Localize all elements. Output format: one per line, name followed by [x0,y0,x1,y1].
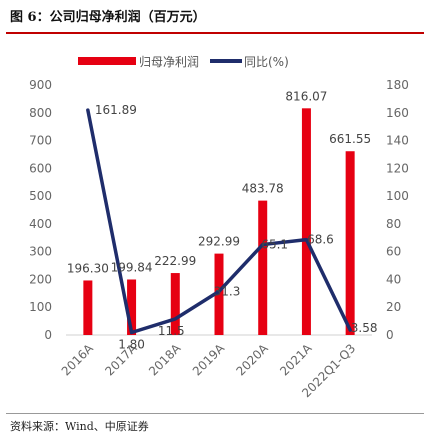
bar [301,108,311,335]
right-axis-tick-label: 20 [386,300,401,314]
bar-data-label: 661.55 [329,132,371,146]
title-rule [6,32,424,34]
line-data-label: 161.89 [95,103,137,117]
legend: 归母净利润 同比(%) [78,55,289,69]
bar-data-label: 196.30 [67,261,109,275]
bar [83,280,93,335]
right-axis-tick-label: 80 [386,217,401,231]
right-axis-tick-label: 180 [386,78,409,92]
line-data-label: 65.1 [261,238,288,252]
bar [214,253,224,335]
line-data-label: 1.80 [118,338,145,352]
bar [170,273,180,335]
figure-title: 图 6：公司归母净利润（百万元） [10,10,206,25]
left-axis-tick-label: 200 [29,272,52,286]
left-axis-tick-label: 800 [29,106,52,120]
right-axis-tick-label: 140 [386,134,409,148]
line-data-label: 11.5 [158,324,185,338]
left-axis-tick-label: 900 [29,78,52,92]
line-data-label: 31.3 [214,284,241,298]
right-axis-tick-label: 40 [386,272,401,286]
yoy-line [86,108,352,335]
right-axis-tick-label: 60 [386,245,401,259]
left-axis-tick-label: 100 [29,300,52,314]
left-axis-tick-label: 700 [29,134,52,148]
right-axis-tick-label: 160 [386,106,409,120]
left-axis-tick-label: 300 [29,245,52,259]
bar [258,200,268,335]
chart: 0 100 200 300 400 500 600 700 800 900 0 20 40 60 80 100… [29,55,409,400]
right-axis-tick-label: 120 [386,161,409,175]
left-axis-tick-label: 400 [29,217,52,231]
source-rule [6,413,424,414]
bar-data-label: 222.99 [154,254,196,268]
bar-data-label: 816.07 [285,89,327,103]
x-axis-tick-label: 2020A [234,341,272,379]
x-axis-tick-label: 2021A [277,341,315,379]
right-axis-tick-label: 0 [386,328,394,342]
x-axis-tick-label: 2016A [59,341,97,379]
line-data-label: 3.58 [351,321,378,335]
left-axis-tick-label: 0 [44,328,52,342]
left-axis-tick-label: 600 [29,161,52,175]
right-axis-tick-label: 100 [386,189,409,203]
bar-data-label: 483.78 [242,182,284,196]
bar [127,279,137,335]
x-axis-tick-label: 2019A [190,341,228,379]
legend-bar-label: 归母净利润 [139,55,199,69]
bar [345,151,355,335]
line-data-label: 68.6 [307,233,334,247]
source-note: 资料来源：Wind、中原证券 [10,420,149,433]
left-axis-tick-label: 500 [29,189,52,203]
legend-bar-swatch [78,57,136,65]
legend-line-label: 同比(%) [244,55,289,69]
bar-data-label: 199.84 [111,260,153,274]
x-axis-tick-label: 2018A [146,341,184,379]
bar-data-label: 292.99 [198,235,240,249]
